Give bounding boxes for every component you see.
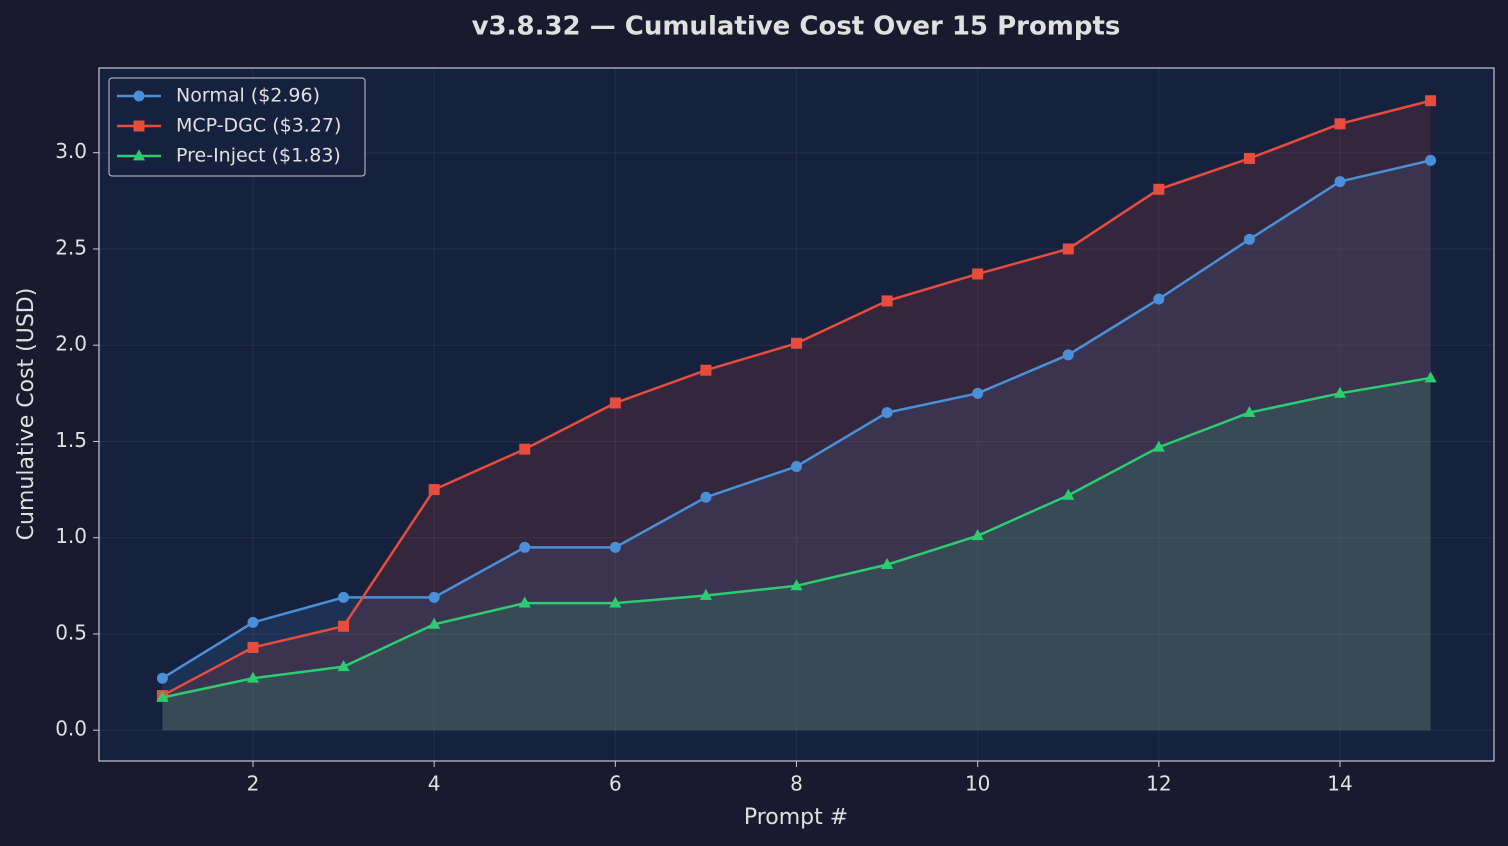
marker [1243,152,1255,164]
marker [1062,243,1074,255]
x-tick-label: 2 [247,772,260,796]
y-tick-label: 1.0 [55,524,87,548]
marker [791,337,802,349]
legend: Normal ($2.96) MCP-DGC ($3.27) Pre-Inject … [108,77,366,177]
y-tick-label: 0.5 [55,620,87,644]
legend-marker [133,90,145,102]
marker [1153,183,1165,195]
marker [790,579,803,591]
marker [1334,118,1346,130]
marker [519,541,531,553]
legend-label: MCP-DGC ($3.27) [176,115,341,137]
x-tick-label: 8 [790,772,803,796]
y-tick-label: 0.0 [55,717,87,741]
plot-area [98,67,1495,762]
marker [1243,233,1255,245]
ticks: 0.0 0.5 1.0 1.5 2.0 2.5 3.0 2 4 6 8 10 12 14 [55,139,1353,795]
legend-label: Pre-Inject ($1.83) [176,145,341,167]
marker [247,616,259,628]
marker [700,364,712,376]
marker [338,620,350,632]
marker [1425,95,1437,107]
y-axis-label: Cumulative Cost (USD) [14,288,39,541]
legend-marker [132,149,146,161]
lines [156,95,1437,702]
marker [1062,349,1074,361]
y-tick-label: 2.0 [55,332,87,356]
marker [609,541,621,553]
marker [609,596,622,608]
marker [1062,488,1075,500]
x-tick-label: 12 [1146,772,1171,796]
y-tick-label: 2.5 [55,235,87,259]
marker [1334,176,1346,188]
marker [972,268,984,280]
marker [1243,405,1256,417]
x-tick-label: 4 [428,772,441,796]
marker [338,591,350,603]
marker [428,617,441,629]
area [162,377,1431,731]
marker [428,484,440,496]
marker [881,295,893,307]
marker [518,596,531,608]
x-tick-label: 10 [965,772,990,796]
marker [156,690,169,702]
legend-label: Normal ($2.96) [176,85,320,107]
x-axis-label: Prompt # [744,805,848,830]
area [162,160,1431,731]
marker [1425,154,1437,166]
marker [791,460,802,472]
marker [1153,293,1165,305]
y-tick-label: 3.0 [55,139,87,163]
chart-title: v3.8.32 — Cumulative Cost Over 15 Prompt… [472,12,1121,42]
marker [881,407,893,419]
x-tick-label: 14 [1327,772,1352,796]
marker [972,387,984,399]
marker [247,641,259,653]
marker [156,672,168,684]
marker [337,660,350,672]
marker [246,671,260,683]
marker [971,529,984,541]
marker [519,443,531,455]
marker [700,491,712,503]
legend-marker [133,120,145,132]
y-tick-label: 1.5 [55,428,87,452]
x-tick-label: 6 [609,772,622,796]
legend-box [108,77,366,177]
marker [1333,386,1347,398]
marker [609,397,621,409]
marker [1424,371,1437,383]
marker [881,558,894,570]
marker [699,588,712,600]
marker [1152,440,1165,452]
marker [428,591,440,603]
